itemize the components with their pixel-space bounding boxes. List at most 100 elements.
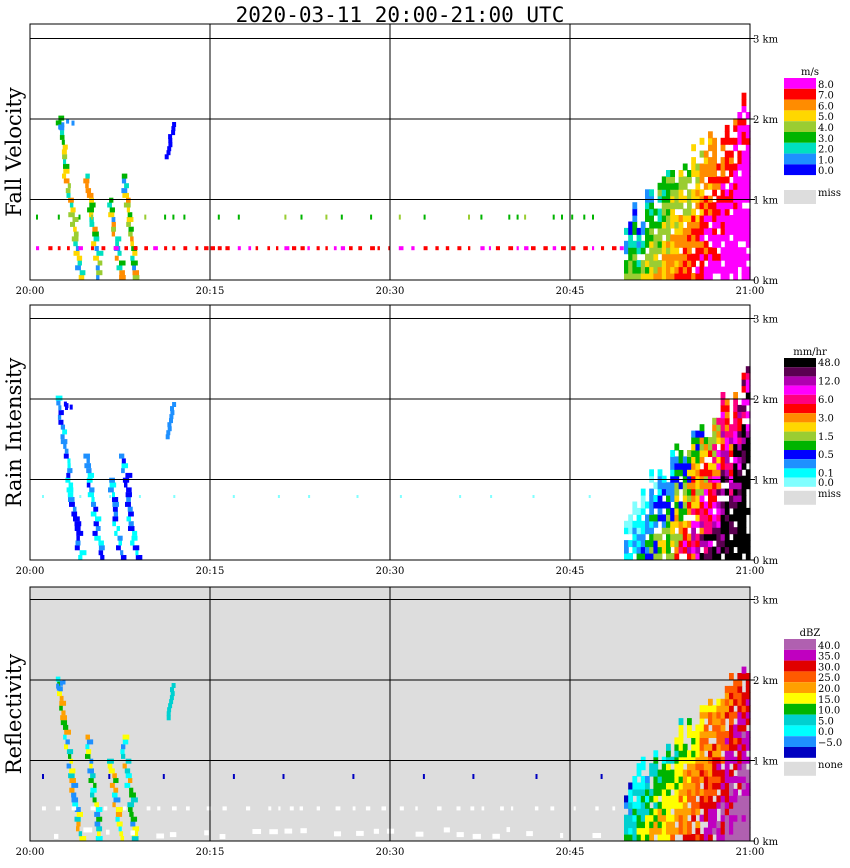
early-streak-cell — [128, 231, 133, 237]
x-tick-label: 21:00 — [736, 286, 765, 297]
storm-cell — [645, 782, 650, 790]
storm-cell — [628, 834, 633, 841]
storm-cell — [741, 157, 747, 165]
storm-cell — [729, 711, 734, 719]
storm-cell — [682, 776, 688, 783]
storm-cell — [661, 763, 667, 771]
storm-cell — [745, 821, 751, 829]
storm-cell — [708, 527, 713, 535]
storm-cell — [670, 182, 675, 190]
clutter-line-cell — [90, 806, 96, 811]
storm-cell — [653, 501, 659, 509]
storm-cell — [632, 247, 638, 255]
colorbar-swatch — [784, 394, 816, 404]
storm-cell — [712, 776, 717, 783]
clutter-line-cell — [508, 214, 511, 220]
early-streak-cell — [73, 231, 79, 237]
storm-cell — [716, 801, 722, 809]
early-streak-cell — [86, 468, 92, 474]
storm-cell — [737, 253, 743, 261]
storm-cell — [729, 266, 734, 274]
storm-cell — [640, 782, 646, 790]
storm-cell — [699, 163, 705, 171]
storm-cell — [687, 227, 692, 235]
y-tick-label: 2 km — [753, 115, 779, 126]
storm-cell — [703, 462, 709, 470]
storm-cell — [691, 546, 696, 554]
storm-cell — [712, 137, 717, 145]
early-streak-cell — [76, 821, 81, 827]
storm-cell — [712, 208, 717, 216]
storm-cell — [653, 769, 659, 777]
storm-cell — [678, 253, 684, 261]
clutter-line-cell — [445, 246, 450, 251]
storm-cell — [674, 763, 680, 771]
storm-cell — [724, 450, 730, 457]
storm-cell — [649, 240, 654, 248]
early-streak-cell — [92, 530, 98, 536]
storm-cell — [724, 227, 730, 235]
early-streak-cell — [73, 226, 77, 232]
storm-cell — [741, 215, 747, 222]
storm-cell — [687, 750, 692, 758]
early-streak-cell — [93, 521, 99, 527]
storm-cell — [741, 456, 747, 464]
storm-cell — [745, 215, 751, 222]
storm-cell — [737, 507, 743, 515]
storm-cell — [691, 430, 696, 438]
early-streak-cell — [131, 831, 139, 837]
early-streak-cell — [85, 183, 89, 189]
storm-cell — [678, 514, 684, 522]
storm-cell — [733, 711, 738, 719]
early-streak-cell — [70, 221, 76, 227]
storm-cell — [720, 827, 726, 835]
storm-cell — [708, 443, 713, 451]
storm-cell — [666, 743, 671, 751]
storm-cell — [695, 215, 701, 222]
storm-cell — [682, 273, 688, 280]
storm-cell — [733, 469, 738, 477]
colorbar-label: 30.0 — [818, 662, 840, 673]
storm-cell — [724, 157, 730, 165]
storm-cell — [708, 234, 713, 242]
storm-cell — [699, 776, 705, 783]
colorbar-label: 1.0 — [818, 155, 834, 166]
storm-cell — [661, 527, 667, 535]
storm-cell — [729, 443, 734, 451]
storm-cell — [628, 240, 633, 248]
storm-cell — [699, 137, 705, 145]
storm-cell — [712, 711, 717, 719]
storm-cell — [636, 769, 642, 777]
storm-cell — [666, 533, 671, 541]
storm-cell — [674, 801, 680, 809]
storm-cell — [703, 507, 709, 515]
colorbar-swatch — [784, 477, 816, 487]
clutter-line-cell — [365, 806, 371, 811]
colorbar-swatch — [784, 736, 816, 747]
storm-cell — [653, 821, 659, 829]
storm-cell — [712, 144, 717, 152]
storm-cell — [682, 533, 688, 541]
storm-cell — [720, 437, 726, 445]
early-streak-cell — [60, 434, 65, 440]
storm-cell — [720, 834, 726, 841]
storm-cell — [649, 827, 654, 835]
storm-cell — [741, 482, 747, 490]
clutter-line-cell — [492, 833, 500, 839]
storm-cell — [624, 821, 629, 829]
storm-cell — [724, 540, 730, 548]
storm-cell — [640, 260, 646, 268]
storm-cell — [674, 215, 680, 222]
colorbar-swatch — [784, 99, 816, 111]
storm-cell — [737, 118, 743, 126]
storm-cell — [737, 834, 743, 841]
storm-cell — [632, 221, 638, 229]
clutter-line-cell — [172, 246, 176, 251]
early-streak-cell — [125, 472, 133, 478]
storm-cell — [678, 769, 684, 777]
storm-cell — [670, 527, 675, 535]
storm-cell — [708, 788, 713, 796]
clutter-line-cell — [550, 806, 555, 811]
colorbar-label: −5.0 — [818, 738, 842, 749]
